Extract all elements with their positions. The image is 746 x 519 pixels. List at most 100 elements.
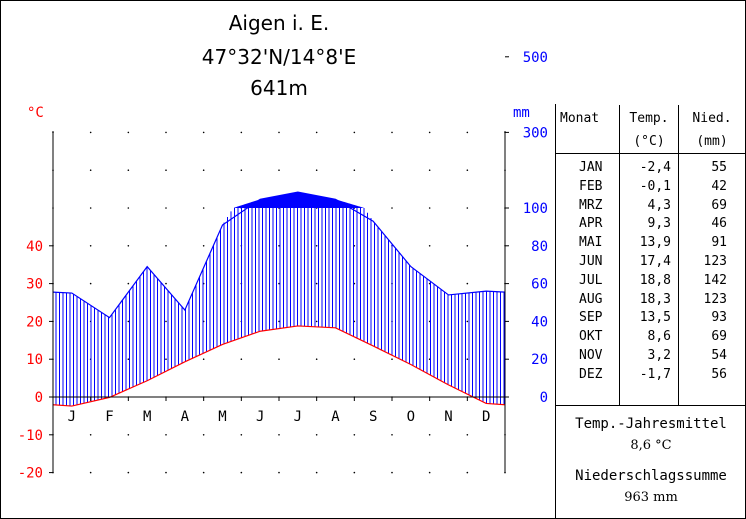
header-temp: Temp. — [629, 111, 669, 126]
grid-dot — [391, 207, 393, 209]
table-cell-month: OKT — [579, 329, 603, 345]
grid-dot — [127, 207, 130, 209]
month-label: D — [482, 409, 490, 425]
grid-dot — [165, 320, 167, 323]
table-cell-precip: 93 — [711, 310, 727, 326]
table-cell-temp: -2,4 — [639, 160, 671, 175]
table-cell-month: DEZ — [579, 366, 603, 382]
table-cell-precip: 56 — [711, 366, 727, 382]
annual-temp-label: Temp.-Jahresmittel — [575, 416, 727, 432]
grid-dot — [240, 434, 243, 436]
grid-dot — [165, 207, 167, 209]
table-cell-month: APR — [579, 216, 603, 232]
temp-tick-label: 0 — [35, 390, 43, 406]
temp-unit-label: °C — [27, 105, 44, 121]
table-cell-month: JAN — [579, 160, 603, 175]
grid-dot — [466, 207, 469, 209]
month-label: J — [68, 409, 76, 425]
month-label: S — [369, 409, 377, 425]
grid-dot — [165, 282, 167, 285]
table-cell-month: JUL — [579, 272, 603, 288]
precip-tick-label: 0 — [540, 390, 548, 406]
grid-dot — [315, 320, 318, 323]
month-label: O — [407, 409, 415, 425]
temp-tick-label: 30 — [26, 277, 43, 293]
annual-temp-value: 8,6 °C — [630, 438, 672, 453]
grid-dot — [428, 169, 431, 171]
grid-dot — [278, 358, 280, 361]
month-label: F — [105, 409, 113, 425]
table-cell-precip: 69 — [711, 329, 727, 345]
humid-area — [234, 192, 364, 208]
grid-dot — [466, 169, 469, 171]
table-cell-temp: 18,8 — [639, 272, 671, 288]
grid-dot — [466, 245, 469, 247]
table-cell-temp: 3,2 — [647, 348, 671, 363]
table-cell-precip: 46 — [711, 216, 727, 232]
grid-dot — [278, 471, 280, 474]
grid-dot — [89, 207, 92, 209]
table-cell-month: FEB — [579, 178, 603, 194]
table-cell-precip: 42 — [711, 178, 727, 194]
precip-unit-label: mm — [513, 105, 530, 121]
table-cell-month: AUG — [579, 291, 603, 307]
grid-dot — [353, 169, 356, 171]
header-precip: Nied. — [692, 111, 732, 126]
grid-dot — [127, 131, 130, 134]
table-cell-temp: 18,3 — [639, 291, 671, 307]
table-cell-temp: 13,9 — [639, 235, 671, 251]
grid-dot — [278, 434, 280, 436]
grid-dot — [240, 471, 243, 474]
table-cell-precip: 91 — [711, 235, 727, 251]
table-cell-month: JUN — [579, 254, 603, 269]
table-divider-1 — [619, 105, 620, 405]
grid-dot — [127, 471, 130, 474]
grid-dot — [165, 358, 167, 361]
grid-dot — [315, 471, 318, 474]
grid-dot — [428, 207, 431, 209]
precipitation-line — [52, 191, 506, 319]
grid-dot — [466, 282, 469, 285]
grid-dot — [466, 471, 469, 474]
grid-dot — [315, 131, 318, 134]
temperature-line — [52, 325, 506, 407]
temp-tick-label: 20 — [26, 314, 43, 330]
grid-dot — [315, 434, 318, 436]
grid-dot — [165, 471, 167, 474]
grid-dot — [278, 320, 280, 323]
grid-dot — [428, 245, 431, 247]
grid-dot — [353, 471, 356, 474]
temp-tick-label: 40 — [26, 239, 43, 255]
precip-tick-label: 500 — [523, 50, 548, 66]
grid-dot — [202, 169, 205, 171]
grid-dot — [278, 245, 280, 247]
grid-dot — [240, 169, 243, 171]
header-precip-unit: (mm) — [696, 134, 728, 149]
grid-dot — [202, 245, 205, 247]
grid-dot — [127, 358, 130, 361]
table-header-rule — [556, 153, 745, 154]
grid-dot — [315, 245, 318, 247]
table-cell-temp: -0,1 — [639, 178, 671, 194]
grid-dot — [127, 245, 130, 247]
table-cell-precip: 123 — [703, 291, 727, 307]
header-temp-unit: (°C) — [633, 134, 665, 149]
grid-dot — [466, 320, 469, 323]
grid-dot — [202, 358, 205, 361]
grid-dot — [353, 358, 356, 361]
temp-tick-label: -10 — [18, 428, 43, 444]
precip-tick-label: 40 — [531, 314, 548, 330]
station-coordinates: 47°32'N/14°8'E — [201, 45, 357, 69]
annual-precip-label: Niederschlagssumme — [575, 468, 727, 484]
grid-dot — [391, 471, 393, 474]
grid-dot — [504, 471, 506, 474]
grid-dot — [466, 131, 469, 134]
grid-dot — [89, 245, 92, 247]
temp-tick-label: -20 — [18, 466, 43, 482]
grid-dot — [391, 169, 393, 171]
table-cell-temp: 13,5 — [639, 310, 671, 326]
table-cell-month: NOV — [579, 348, 603, 363]
station-elevation: 641m — [250, 76, 308, 100]
table-cell-temp: 17,4 — [639, 254, 671, 269]
